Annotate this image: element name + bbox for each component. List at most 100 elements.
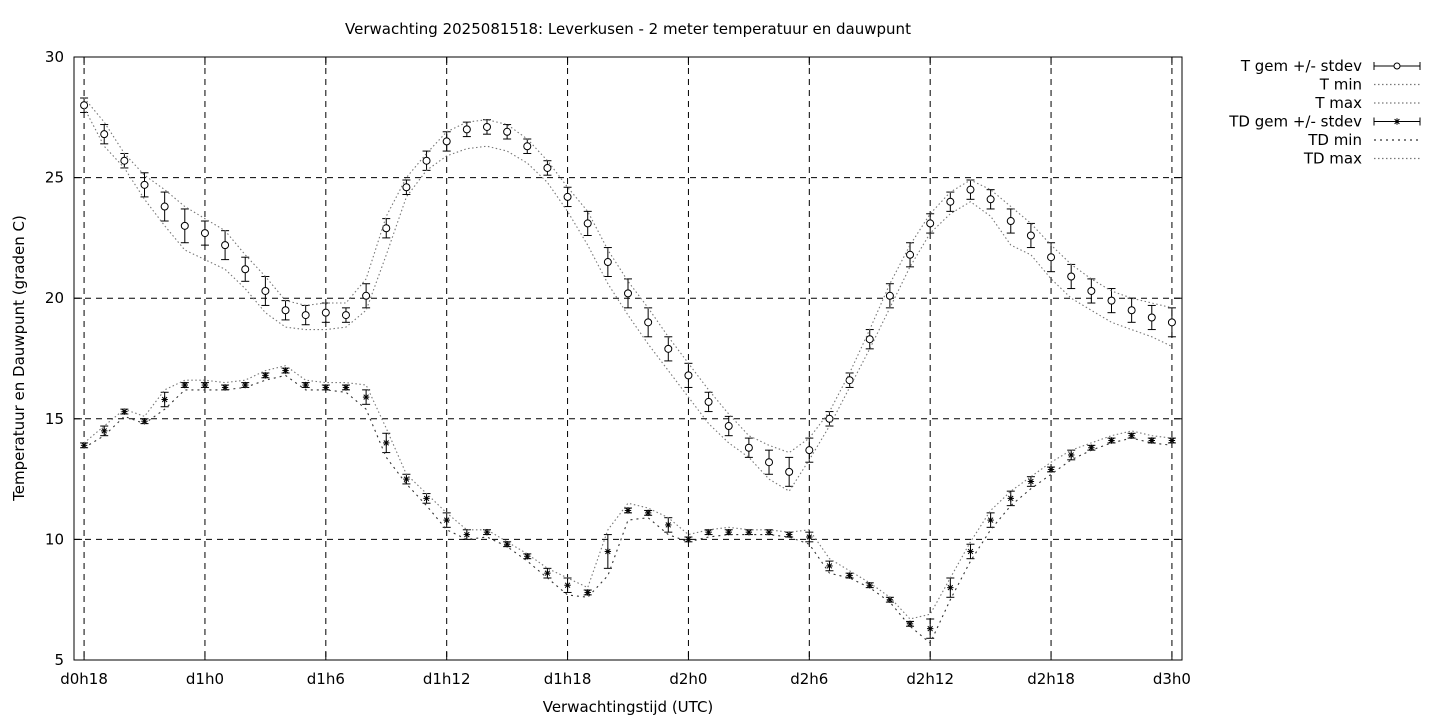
t-gem-stdev-point — [624, 278, 632, 309]
circle-marker — [321, 308, 330, 317]
circle-marker — [664, 344, 673, 353]
star-marker — [302, 381, 309, 389]
star-marker — [1148, 437, 1155, 444]
star-marker — [524, 553, 531, 560]
star-marker — [503, 541, 511, 548]
t-gem-stdev-point — [805, 437, 814, 463]
td-gem-stdev-point — [966, 543, 975, 560]
td-max-line — [83, 365, 1172, 620]
t-gem-stdev-point — [180, 208, 189, 244]
star-marker — [806, 533, 813, 541]
circle-marker — [785, 467, 794, 476]
circle-marker — [1127, 306, 1136, 315]
star-marker — [362, 393, 370, 401]
star-marker — [866, 582, 873, 589]
grid-lines — [74, 57, 1182, 660]
circle-marker — [724, 422, 733, 431]
circle-marker — [362, 291, 371, 300]
t-gem-stdev-point — [845, 372, 854, 388]
star-marker — [201, 381, 209, 389]
x-tick-label: d2h12 — [906, 670, 954, 688]
t-gem-stdev-point — [1026, 222, 1035, 249]
circle-marker — [624, 289, 632, 298]
star-marker — [1027, 478, 1035, 485]
td-gem-stdev-point — [845, 572, 854, 579]
circle-marker — [805, 446, 814, 455]
circle-marker — [1026, 231, 1035, 240]
star-marker — [383, 439, 390, 447]
t-gem-stdev-point — [966, 179, 975, 200]
circle-marker — [885, 291, 894, 300]
star-marker — [1007, 495, 1014, 502]
circle-marker — [684, 371, 693, 380]
t-gem-stdev-point — [523, 138, 532, 154]
t-gem-stdev-point — [603, 247, 612, 277]
x-tick-label: d1h12 — [423, 670, 471, 688]
x-tick-label: d2h0 — [669, 670, 707, 688]
circle-marker — [402, 183, 411, 192]
t-gem-stdev-point — [865, 329, 874, 350]
t-gem-stdev-point — [241, 256, 250, 282]
circle-marker — [100, 130, 109, 139]
star-marker — [604, 548, 612, 555]
td-gem-stdev-point — [563, 577, 572, 593]
circle-marker — [1067, 272, 1076, 281]
td-gem-stdev-point — [503, 541, 512, 548]
star-marker — [987, 516, 994, 524]
t-gem-stdev-point — [422, 150, 431, 171]
t-gem-stdev-point — [765, 449, 774, 475]
x-tick-label: d2h18 — [1027, 670, 1075, 688]
circle-marker — [765, 458, 774, 467]
t-gem-stdev-point — [301, 304, 310, 326]
star-marker — [181, 381, 188, 389]
x-axis-label: Verwachtingstijd (UTC) — [543, 698, 714, 716]
x-tick-label: d1h6 — [307, 670, 345, 688]
circle-marker — [261, 286, 270, 295]
t-gem-stdev-point — [1167, 307, 1176, 338]
star-marker — [725, 528, 732, 536]
circle-marker — [241, 265, 250, 274]
star-marker — [947, 584, 954, 591]
td-gem-stdev-point — [462, 529, 471, 540]
t-gem-stdev-point — [281, 300, 290, 321]
circle-marker — [906, 250, 915, 259]
td-gem-stdev-point — [1067, 449, 1076, 461]
t-gem-stdev-point — [1147, 304, 1156, 331]
t-gem-stdev-point — [744, 437, 753, 458]
circle-marker — [926, 219, 935, 228]
x-tick-label: d1h0 — [186, 670, 224, 688]
star-marker — [1068, 451, 1075, 459]
t-gem-stdev-point — [482, 119, 491, 135]
t-gem-stdev-point — [644, 307, 653, 338]
t-gem-stdev-point — [160, 191, 169, 222]
td-gem-stdev-point — [1047, 466, 1056, 473]
circle-marker — [1167, 318, 1176, 327]
td-gem-stdev-point — [624, 507, 632, 514]
td-gem-stdev-point — [583, 589, 592, 596]
t-gem-stdev-point — [926, 213, 935, 234]
t-gem-stdev-point — [1107, 288, 1116, 314]
circle-marker — [1087, 286, 1096, 295]
circle-marker — [140, 180, 149, 189]
circle-marker — [563, 192, 572, 201]
td-gem-stdev-point — [825, 560, 834, 572]
circle-marker — [221, 241, 230, 250]
t-gem-stdev-point — [583, 210, 592, 236]
td-gem-stdev-point — [321, 384, 330, 391]
legend-label-t-gem-stdev: T gem +/- stdev — [1240, 57, 1362, 75]
circle-marker — [281, 306, 290, 315]
star-marker — [463, 531, 471, 538]
td-gem-stdev-point — [281, 367, 290, 374]
td-gem-stdev-point — [805, 531, 814, 543]
t-gem-stdev-point — [80, 97, 89, 113]
circle-marker — [644, 318, 653, 327]
circle-marker — [744, 443, 753, 452]
t-gem-stdev-point — [442, 131, 451, 152]
circle-marker — [160, 202, 169, 211]
td-gem-stdev-point — [906, 620, 915, 628]
t-gem-stdev-point — [563, 186, 572, 208]
circle-marker — [603, 258, 612, 267]
x-tick-label: d2h6 — [790, 670, 828, 688]
star-marker — [544, 569, 551, 577]
circle-marker — [200, 229, 209, 238]
